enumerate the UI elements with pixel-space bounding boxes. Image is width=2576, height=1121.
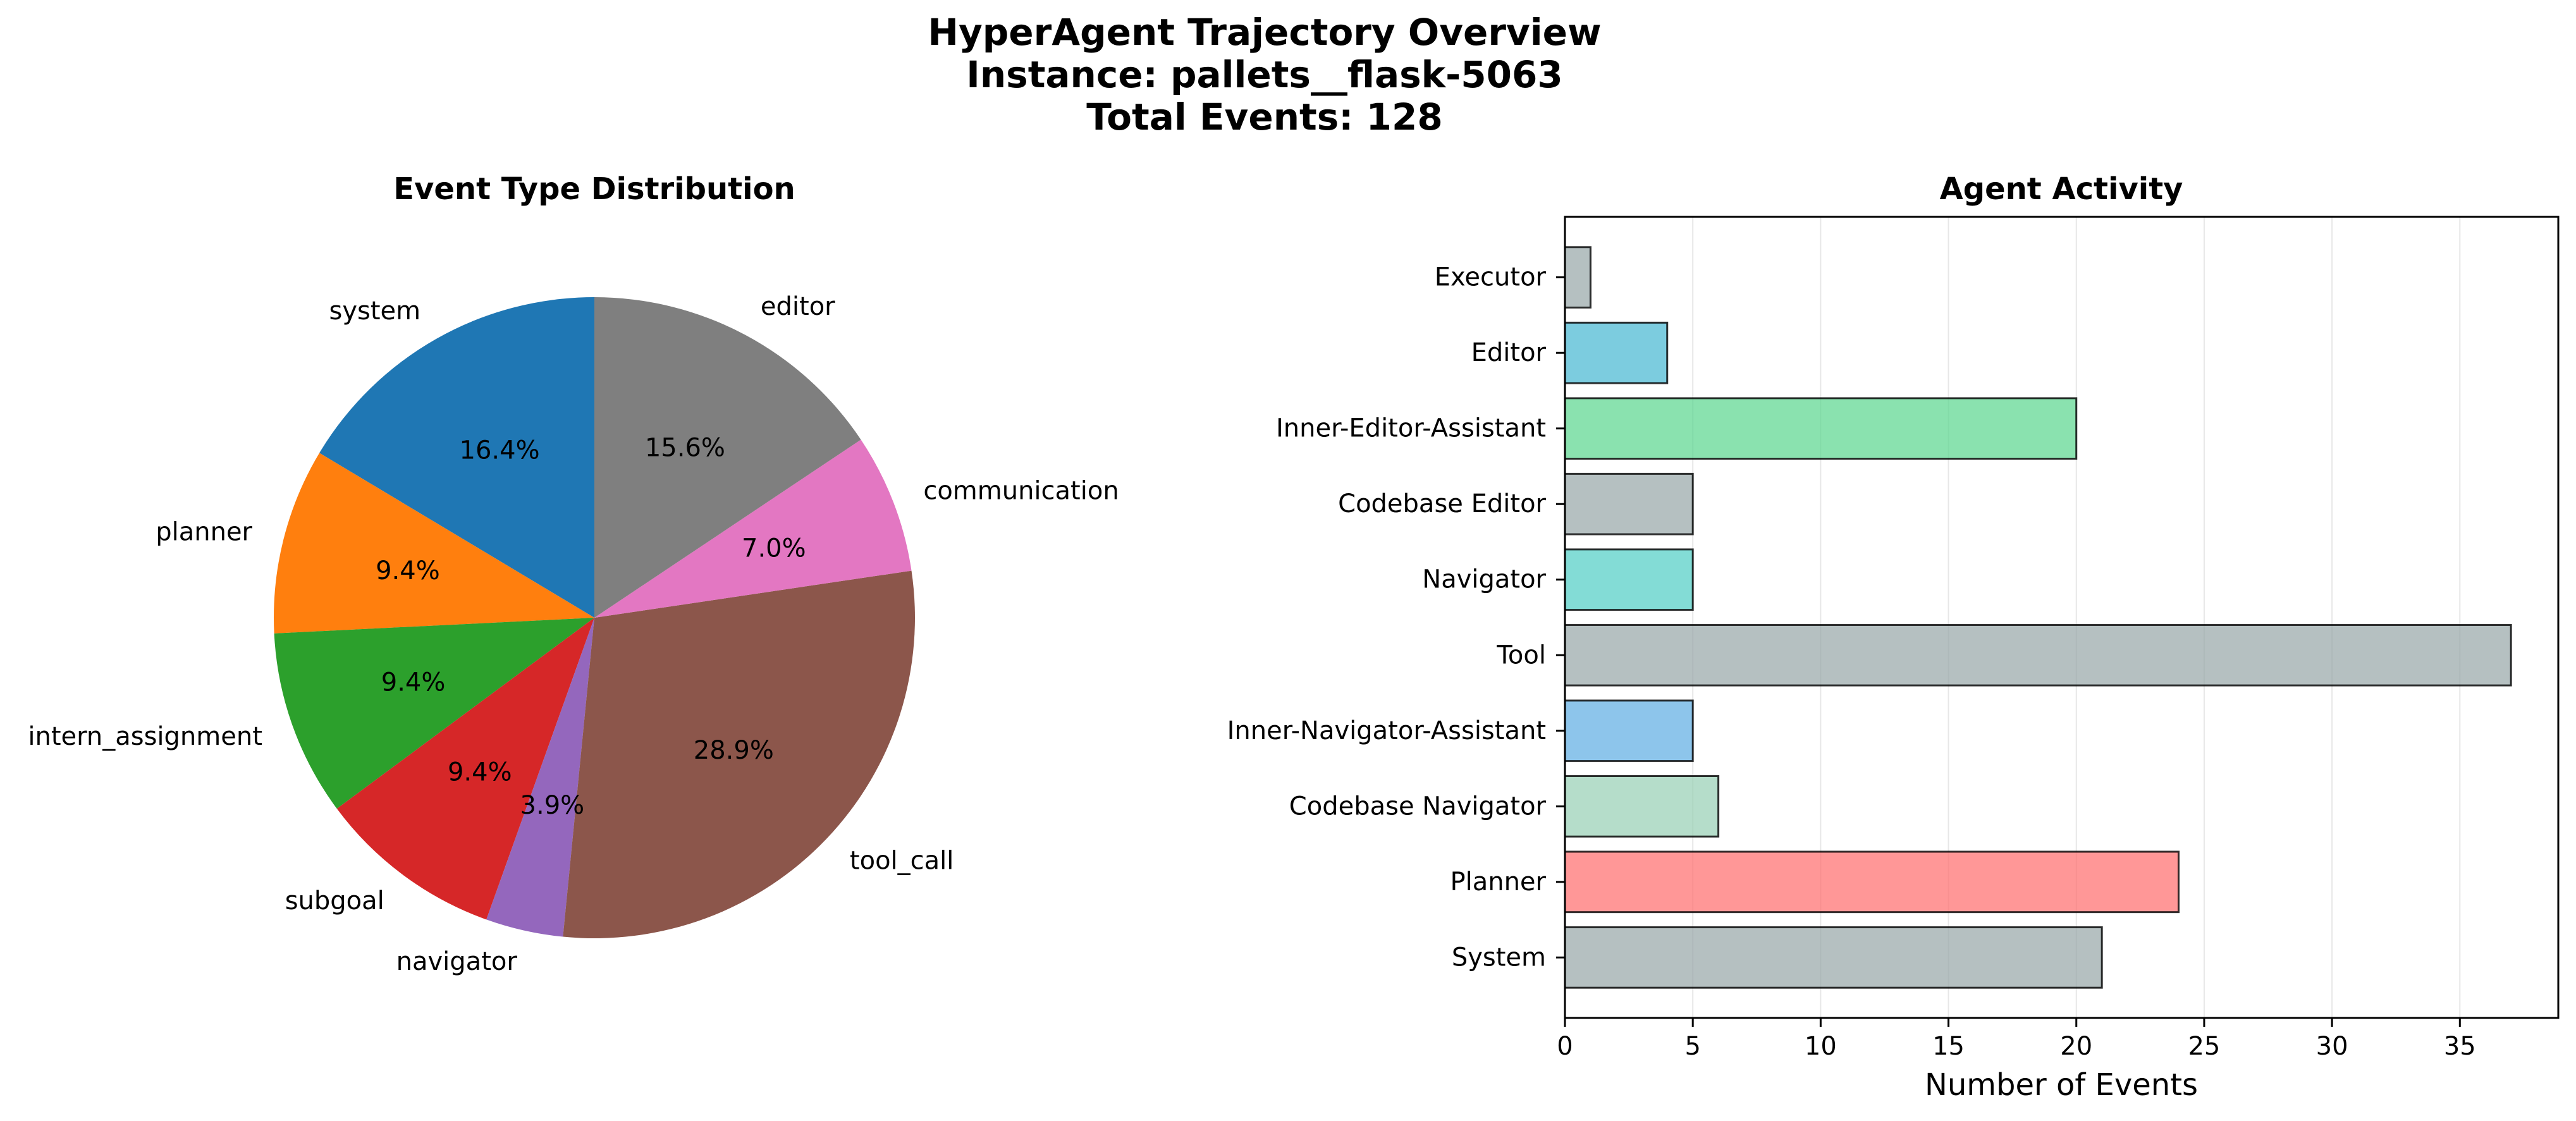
pie-slice-tool-call bbox=[563, 570, 915, 939]
pie-pct-label-communication: 7.0% bbox=[742, 534, 806, 563]
bar-y-tick-label-navigator: Navigator bbox=[1422, 565, 1546, 594]
bar-y-tick-label-inner-editor-assistant: Inner-Editor-Assistant bbox=[1276, 414, 1546, 443]
bar-y-tick-label-inner-navigator-assistant: Inner-Navigator-Assistant bbox=[1227, 716, 1546, 745]
figure-title: HyperAgent Trajectory Overview Instance:… bbox=[0, 11, 2529, 138]
bar-y-axis: System Planner Codebase Navigator Inner-Nav… bbox=[1227, 263, 1565, 972]
bar-y-tick-label-system: System bbox=[1452, 943, 1546, 972]
bar-codebase-editor bbox=[1564, 472, 1694, 536]
bar-y-tick-label-codebase-navigator: Codebase Navigator bbox=[1289, 792, 1547, 821]
bar-inner-navigator-assistant bbox=[1564, 699, 1694, 763]
bar-chart: Agent Activity System Planner Codebase Nav… bbox=[1227, 171, 2560, 1103]
bar-x-tick-label-0: 0 bbox=[1557, 1032, 1573, 1061]
pie-category-label-subgoal: subgoal bbox=[285, 886, 384, 916]
pie-slice-editor bbox=[594, 297, 861, 618]
pie-category-label-navigator: navigator bbox=[396, 947, 518, 976]
pie-slice-intern-assignment bbox=[274, 618, 594, 809]
bar-x-tick-label-15: 15 bbox=[1932, 1032, 1965, 1061]
figure-title-line-2: Instance: pallets__flask-5063 bbox=[966, 53, 1563, 96]
pie-slices bbox=[274, 297, 915, 939]
bar-y-tick-label-codebase-editor: Codebase Editor bbox=[1338, 489, 1546, 518]
figure-title-line-1: HyperAgent Trajectory Overview bbox=[928, 11, 1602, 54]
bar-x-axis: 0 5 10 15 20 25 30 35 bbox=[1557, 1018, 2476, 1061]
bar-x-tick-label-30: 30 bbox=[2316, 1032, 2348, 1061]
bar-planner bbox=[1564, 850, 2180, 914]
bar-y-tick-label-executor: Executor bbox=[1435, 263, 1547, 292]
pie-slice-system bbox=[319, 297, 594, 618]
pie-slice-planner bbox=[274, 453, 594, 634]
bar-x-tick-label-25: 25 bbox=[2188, 1032, 2220, 1061]
pie-category-label-system: system bbox=[329, 297, 421, 326]
bar-inner-editor-assistant bbox=[1564, 397, 2078, 460]
pie-labels: 16.4% system 9.4% planner 9.4% intern_assignm… bbox=[28, 292, 1119, 976]
bar-chart-title: Agent Activity bbox=[1940, 171, 2183, 207]
bar-plot-frame bbox=[1564, 216, 2560, 1019]
pie-pct-label-navigator: 3.9% bbox=[520, 791, 585, 820]
pie-slice-subgoal bbox=[336, 618, 594, 920]
bar-y-tick-label-editor: Editor bbox=[1471, 338, 1547, 367]
bar-x-tick-label-20: 20 bbox=[2060, 1032, 2092, 1061]
bar-editor bbox=[1564, 321, 1669, 384]
bar-y-tick-label-planner: Planner bbox=[1450, 867, 1546, 897]
pie-category-label-planner: planner bbox=[156, 517, 252, 546]
pie-category-label-communication: communication bbox=[923, 476, 1119, 505]
pie-category-label-tool-call: tool_call bbox=[850, 847, 954, 876]
bar-bars bbox=[1564, 246, 2512, 989]
bar-x-tick-label-35: 35 bbox=[2444, 1032, 2476, 1061]
pie-chart-title: Event Type Distribution bbox=[393, 171, 795, 207]
pie-pct-label-tool-call: 28.9% bbox=[694, 736, 774, 765]
figure-title-line-3: Total Events: 128 bbox=[1086, 95, 1443, 138]
pie-pct-label-intern-assignment: 9.4% bbox=[381, 668, 446, 697]
pie-pct-label-subgoal: 9.4% bbox=[448, 757, 512, 787]
bar-x-tick-label-5: 5 bbox=[1684, 1032, 1700, 1061]
bar-executor bbox=[1564, 246, 1592, 309]
bar-codebase-navigator bbox=[1564, 775, 1720, 838]
pie-slice-communication bbox=[594, 439, 912, 618]
pie-chart: Event Type Distribution 16.4% system 9.4% p… bbox=[28, 171, 1119, 976]
bar-x-tick-label-10: 10 bbox=[1805, 1032, 1837, 1061]
pie-pct-label-system: 16.4% bbox=[460, 436, 540, 465]
pie-slice-navigator bbox=[486, 618, 594, 937]
bar-y-tick-label-tool: Tool bbox=[1496, 640, 1546, 670]
bar-system bbox=[1564, 926, 2103, 989]
pie-category-label-editor: editor bbox=[761, 292, 835, 321]
bar-navigator bbox=[1564, 548, 1694, 611]
pie-category-label-intern-assignment: intern_assignment bbox=[28, 722, 262, 751]
pie-pct-label-editor: 15.6% bbox=[645, 434, 725, 463]
bar-tool bbox=[1564, 623, 2512, 687]
bar-x-axis-label: Number of Events bbox=[1925, 1067, 2198, 1103]
pie-pct-label-planner: 9.4% bbox=[376, 556, 440, 585]
